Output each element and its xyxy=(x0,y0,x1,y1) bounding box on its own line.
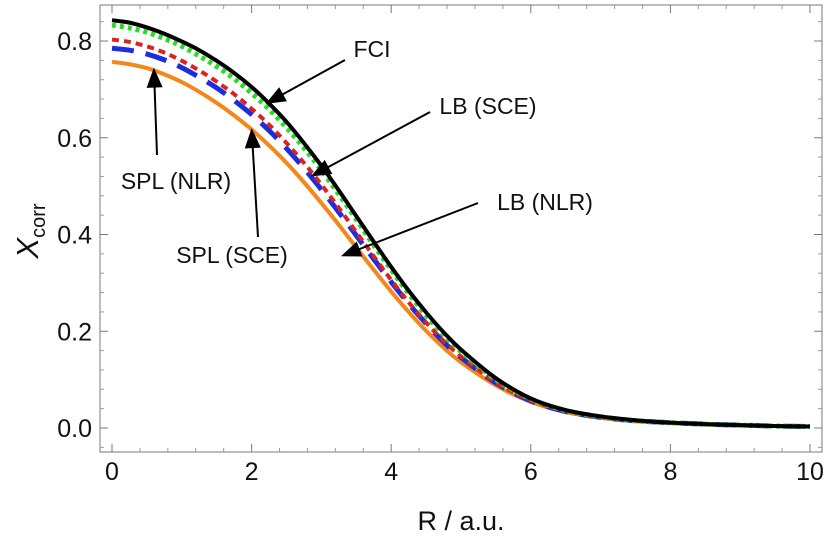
annotation-arrow-lb-sce xyxy=(310,111,431,177)
y-tick-label: 0.2 xyxy=(57,318,92,346)
annotation-fci: FCI xyxy=(353,36,390,62)
series-layer xyxy=(111,18,811,430)
x-tick-label: 6 xyxy=(524,458,538,486)
annotation-arrow-lb-nlr xyxy=(340,202,479,257)
arrow-shaft xyxy=(357,202,479,251)
plot-frame xyxy=(99,4,823,453)
y-tick-label: 0.6 xyxy=(57,125,92,153)
annotation-lb-nlr: LB (NLR) xyxy=(497,189,593,215)
y-axis-title-sub: corr xyxy=(28,203,50,238)
arrow-head xyxy=(340,241,363,257)
x-tick-label: 0 xyxy=(105,458,119,486)
arrow-head xyxy=(310,159,333,177)
x-tick-label: 10 xyxy=(796,458,824,486)
x-tick-label: 8 xyxy=(663,458,677,486)
annotations: FCI LB (SCE) LB (NLR) SPL (SCE) SPL (NLR… xyxy=(121,36,593,268)
annotation-lb-sce: LB (SCE) xyxy=(439,93,536,119)
annotation-arrow-fci xyxy=(265,59,346,104)
x-tick-label: 2 xyxy=(245,458,259,486)
annotation-arrow-spl-nlr xyxy=(146,67,163,156)
arrow-head xyxy=(146,67,163,88)
arrow-shaft xyxy=(251,145,259,238)
annotation-arrow-spl-sce xyxy=(244,128,261,238)
annotation-spl-nlr: SPL (NLR) xyxy=(121,168,231,194)
arrow-shaft xyxy=(326,111,431,169)
arrow-shaft xyxy=(153,85,158,156)
x-tick-label: 4 xyxy=(384,458,398,486)
y-axis-title-main: X xyxy=(10,237,45,260)
series-line-fci xyxy=(111,18,811,429)
arrow-head xyxy=(244,128,261,149)
annotation-arrows xyxy=(146,59,479,257)
y-tick-label: 0.0 xyxy=(57,415,92,443)
arrow-shaft xyxy=(280,59,346,97)
y-tick-label: 0.4 xyxy=(57,222,92,250)
y-axis-title: Xcorr xyxy=(10,203,50,259)
annotation-spl-sce: SPL (SCE) xyxy=(176,242,288,268)
axis-ticks: 0 2 4 6 8 10 0.0 0.2 0.4 0.6 0.8 xyxy=(57,5,824,486)
y-tick-label: 0.8 xyxy=(57,28,92,56)
arrow-head xyxy=(265,87,287,104)
x-axis-title: R / a.u. xyxy=(417,506,504,536)
